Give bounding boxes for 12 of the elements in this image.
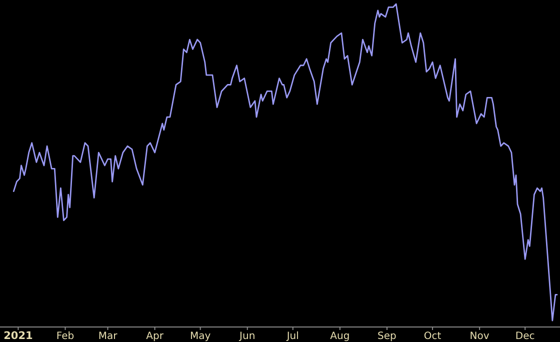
x-tick-label: Dec [515,331,535,342]
x-tick-label: Aug [330,331,350,342]
x-tick-label: Jun [238,331,256,342]
x-tick-label: Oct [424,331,442,342]
x-tick-label: Mar [98,331,118,342]
x-tick-label: Nov [470,331,490,342]
x-tick-label: Apr [146,331,164,342]
x-tick-label: Jul [286,331,299,342]
x-tick-label: May [190,331,211,342]
x-tick-label: Sep [378,331,396,342]
x-tick-label: 2021 [4,330,33,342]
x-tick-label: Feb [56,331,74,342]
